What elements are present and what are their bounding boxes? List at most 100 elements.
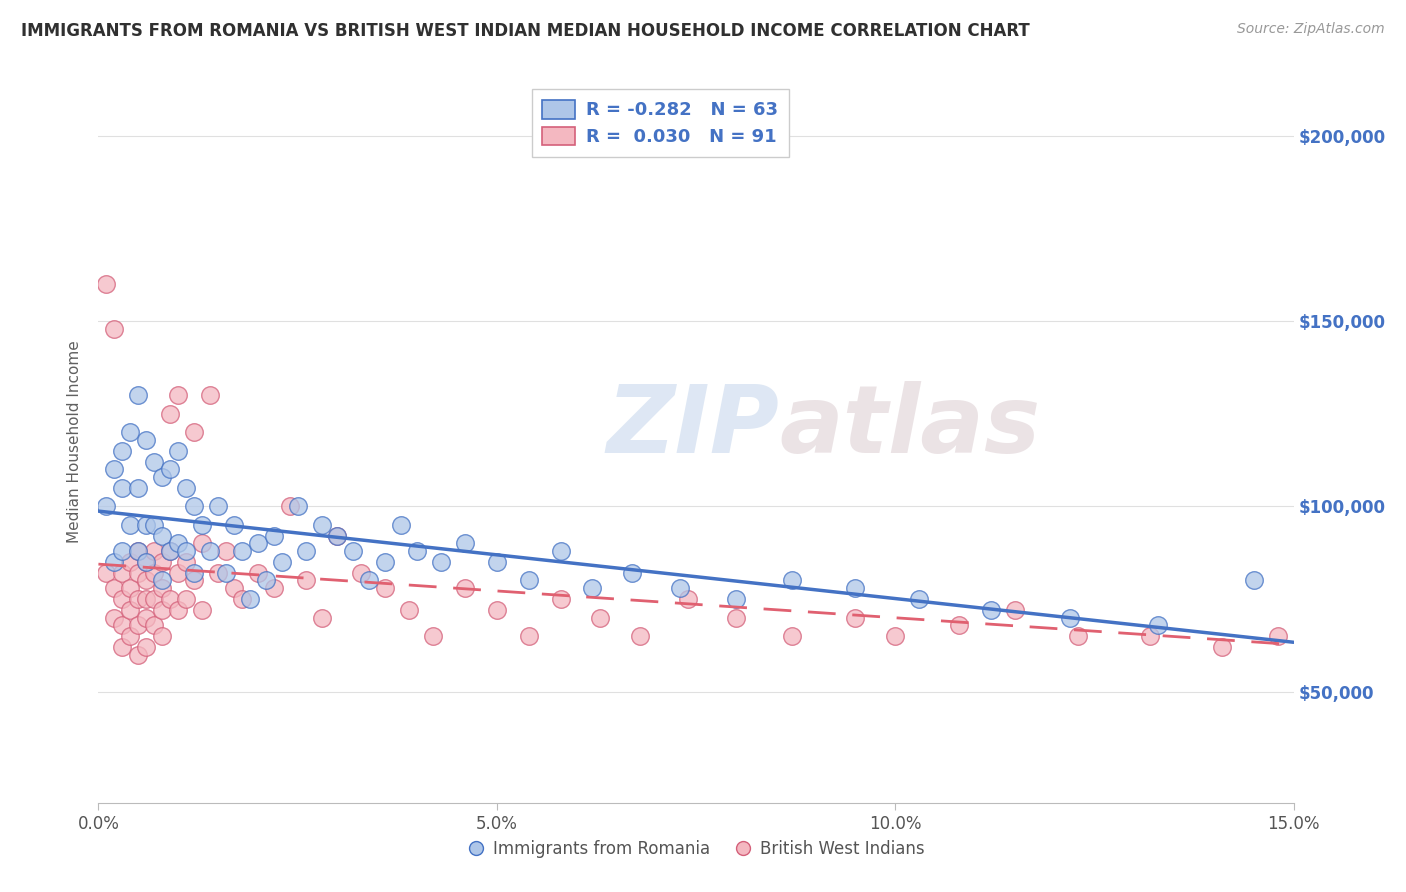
Y-axis label: Median Household Income: Median Household Income — [67, 340, 83, 543]
Point — [150, 529, 173, 543]
Point — [780, 574, 803, 588]
Point — [103, 462, 125, 476]
Point — [1298, 640, 1320, 655]
Point — [246, 536, 269, 550]
Point — [96, 566, 118, 580]
Point — [174, 481, 197, 495]
Point — [246, 566, 269, 580]
Point — [183, 574, 205, 588]
Point — [1354, 640, 1376, 655]
Point — [143, 455, 166, 469]
Point — [430, 555, 453, 569]
Point — [1211, 640, 1233, 655]
Point — [1147, 618, 1170, 632]
Point — [127, 481, 149, 495]
Point — [485, 555, 508, 569]
Point — [1339, 629, 1361, 643]
Point — [254, 574, 277, 588]
Point — [517, 574, 540, 588]
Point — [1059, 610, 1081, 624]
Point — [150, 469, 173, 483]
Point — [174, 555, 197, 569]
Point — [270, 555, 292, 569]
Point — [103, 610, 125, 624]
Point — [183, 566, 205, 580]
Point — [263, 581, 285, 595]
Text: IMMIGRANTS FROM ROMANIA VS BRITISH WEST INDIAN MEDIAN HOUSEHOLD INCOME CORRELATI: IMMIGRANTS FROM ROMANIA VS BRITISH WEST … — [21, 22, 1029, 40]
Point — [159, 544, 181, 558]
Point — [1267, 629, 1289, 643]
Point — [135, 517, 157, 532]
Point — [374, 581, 396, 595]
Point — [1067, 629, 1090, 643]
Point — [143, 566, 166, 580]
Point — [422, 629, 444, 643]
Point — [111, 544, 134, 558]
Point — [326, 529, 349, 543]
Point — [167, 603, 190, 617]
Point — [517, 629, 540, 643]
Point — [135, 433, 157, 447]
Point — [676, 592, 699, 607]
Point — [183, 500, 205, 514]
Point — [120, 603, 142, 617]
Point — [135, 555, 157, 569]
Legend: Immigrants from Romania, British West Indians: Immigrants from Romania, British West In… — [460, 832, 932, 867]
Point — [311, 517, 333, 532]
Point — [389, 517, 412, 532]
Point — [111, 592, 134, 607]
Point — [120, 555, 142, 569]
Point — [263, 529, 285, 543]
Point — [326, 529, 349, 543]
Point — [621, 566, 644, 580]
Point — [183, 425, 205, 440]
Point — [1243, 574, 1265, 588]
Point — [127, 544, 149, 558]
Point — [191, 517, 214, 532]
Point — [485, 603, 508, 617]
Point — [135, 555, 157, 569]
Point — [167, 388, 190, 402]
Point — [724, 610, 747, 624]
Point — [1386, 640, 1406, 655]
Point — [127, 618, 149, 632]
Point — [884, 629, 907, 643]
Point — [167, 566, 190, 580]
Point — [589, 610, 612, 624]
Point — [550, 544, 572, 558]
Point — [127, 566, 149, 580]
Point — [1322, 648, 1344, 662]
Text: atlas: atlas — [779, 381, 1040, 473]
Point — [127, 648, 149, 662]
Point — [111, 481, 134, 495]
Point — [159, 407, 181, 421]
Point — [127, 388, 149, 402]
Point — [215, 566, 238, 580]
Point — [231, 592, 253, 607]
Point — [191, 603, 214, 617]
Text: Source: ZipAtlas.com: Source: ZipAtlas.com — [1237, 22, 1385, 37]
Point — [120, 581, 142, 595]
Point — [150, 555, 173, 569]
Point — [724, 592, 747, 607]
Point — [294, 544, 316, 558]
Point — [550, 592, 572, 607]
Point — [374, 555, 396, 569]
Point — [120, 517, 142, 532]
Point — [167, 443, 190, 458]
Point — [120, 629, 142, 643]
Point — [150, 629, 173, 643]
Point — [143, 517, 166, 532]
Point — [135, 574, 157, 588]
Point — [980, 603, 1002, 617]
Point — [278, 500, 301, 514]
Point — [96, 500, 118, 514]
Point — [454, 536, 477, 550]
Point — [215, 544, 238, 558]
Point — [96, 277, 118, 291]
Point — [628, 629, 651, 643]
Point — [1369, 648, 1392, 662]
Point — [150, 603, 173, 617]
Point — [120, 425, 142, 440]
Point — [103, 321, 125, 335]
